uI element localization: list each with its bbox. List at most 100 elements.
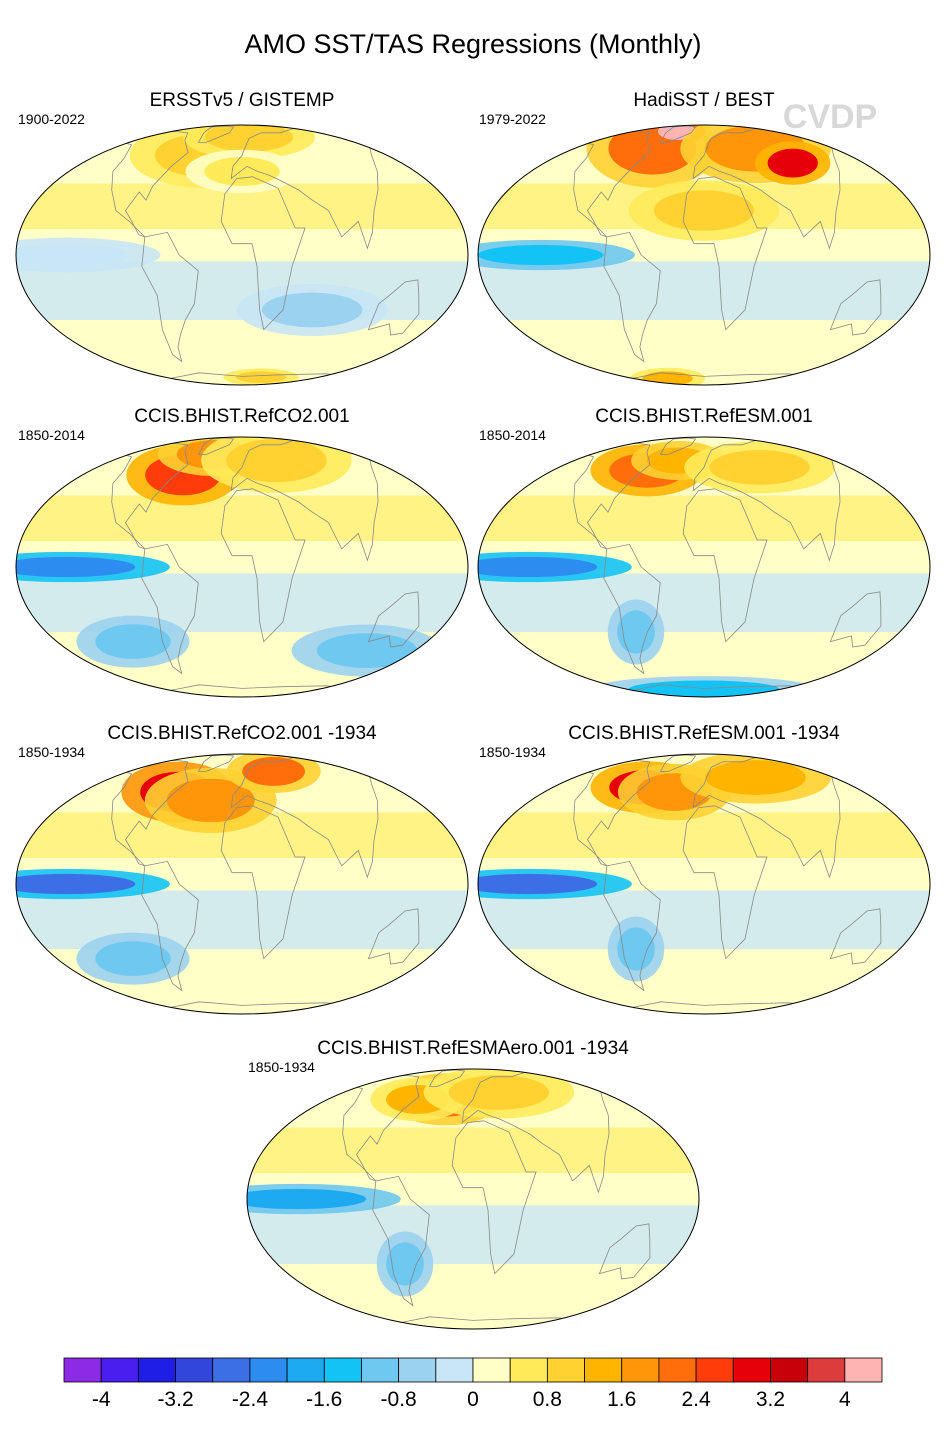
map-border xyxy=(246,1068,700,1330)
anomaly-blob xyxy=(247,1188,367,1210)
colorbar-tick-label: 0.8 xyxy=(533,1388,562,1411)
field-band-south xyxy=(478,573,930,632)
field-band-north xyxy=(16,495,468,541)
cvdp-watermark: CVDP xyxy=(783,98,877,136)
panel-title: CCIS.BHIST.RefCO2.001 xyxy=(134,406,349,427)
field-band-north xyxy=(478,812,930,858)
colorbar-swatch xyxy=(732,1357,771,1383)
anomaly-blob xyxy=(16,243,129,267)
panel-title: ERSSTv5 / GISTEMP xyxy=(150,90,335,111)
coastline-antarctica xyxy=(127,372,357,385)
coastline-eurasia xyxy=(692,127,841,250)
coastline-australia xyxy=(829,279,882,336)
anomaly-blob xyxy=(478,556,598,578)
colorbar-swatch xyxy=(658,1357,697,1383)
anomaly-blob xyxy=(617,927,655,971)
anomaly-blob xyxy=(226,438,327,483)
coastline-eurasia xyxy=(692,439,841,562)
colorbar-tick-label: 1.6 xyxy=(607,1388,636,1411)
coastline-australia xyxy=(829,908,882,965)
coastline-southAmerica xyxy=(141,543,199,675)
field-band-south xyxy=(478,890,930,949)
colorbar-swatch xyxy=(584,1357,623,1383)
coastline-africa xyxy=(451,1120,537,1275)
anomaly-blob xyxy=(709,450,810,485)
coastline-greenland xyxy=(197,437,235,455)
colorbar-swatch xyxy=(323,1357,362,1383)
anomaly-blob xyxy=(617,610,655,654)
colorbar-swatch xyxy=(212,1357,251,1383)
colorbar-swatch xyxy=(546,1357,585,1383)
colorbar-swatch xyxy=(807,1357,846,1383)
map-panel: HadiSST / BEST 1979-2022 xyxy=(477,90,931,386)
colorbar-tick-label: -4 xyxy=(92,1388,111,1411)
coastline-greenland xyxy=(197,125,235,143)
panel-period: 1900-2022 xyxy=(18,111,85,127)
coastline-eurasia xyxy=(692,756,841,879)
panel-title: CCIS.BHIST.RefCO2.001 -1934 xyxy=(107,723,377,744)
coastline-northAmerica xyxy=(573,130,651,238)
coastline-africa xyxy=(220,488,306,643)
coastline-southAmerica xyxy=(603,231,661,363)
anomaly-blob xyxy=(478,873,598,895)
anomaly-blob xyxy=(653,190,755,231)
panel-period: 1850-2014 xyxy=(18,427,85,443)
panel-title: CCIS.BHIST.RefESM.001 -1934 xyxy=(568,723,840,744)
map-border xyxy=(477,124,931,386)
colorbar-swatch xyxy=(175,1357,214,1383)
anomaly-blob xyxy=(204,156,280,186)
anomaly-blob xyxy=(236,371,287,383)
anomaly-blob xyxy=(478,244,604,266)
colorbar-swatch xyxy=(249,1357,288,1383)
colorbar-tick-label: -0.8 xyxy=(381,1388,417,1411)
field-band-south xyxy=(478,261,930,320)
colorbar-swatch xyxy=(286,1357,325,1383)
colorbar-swatch xyxy=(398,1357,437,1383)
anomaly-blob xyxy=(205,125,294,152)
panel-period: 1979-2022 xyxy=(479,111,546,127)
map-border xyxy=(15,753,469,1015)
map-panel: CCIS.BHIST.RefESM.001 -1934 1850-1934 xyxy=(477,723,931,1015)
map-panel: ERSSTv5 / GISTEMP 1900-2022 xyxy=(15,90,469,386)
coastline-antarctica xyxy=(358,1316,588,1329)
anomaly-blob xyxy=(386,1242,424,1286)
coastline-eurasia xyxy=(230,756,379,879)
coastline-australia xyxy=(598,1223,651,1280)
colorbar-swatch xyxy=(770,1357,809,1383)
colorbar-swatch xyxy=(137,1357,176,1383)
anomaly-blob xyxy=(316,633,418,668)
field-band-south xyxy=(16,573,468,632)
colorbar-swatch xyxy=(695,1357,734,1383)
coastline-africa xyxy=(682,176,768,331)
anomaly-blob xyxy=(705,760,806,795)
map-border xyxy=(15,436,469,698)
coastline-africa xyxy=(220,176,306,331)
coastline-northAmerica xyxy=(111,759,189,867)
coastline-northAmerica xyxy=(573,759,651,867)
coastline-southAmerica xyxy=(603,543,661,675)
map-border xyxy=(477,753,931,1015)
anomaly-blob xyxy=(16,873,136,895)
anomaly-blob xyxy=(448,1075,550,1110)
coastline-northAmerica xyxy=(342,1074,420,1182)
anomaly-blob xyxy=(767,148,818,178)
coastline-eurasia xyxy=(230,127,379,250)
coastline-eurasia xyxy=(461,1071,610,1194)
map-border xyxy=(477,436,931,698)
coastline-northAmerica xyxy=(111,130,189,238)
field-band-south xyxy=(16,890,468,949)
colorbar-swatch xyxy=(435,1357,474,1383)
coastline-southAmerica xyxy=(372,1175,430,1307)
panel-title: HadiSST / BEST xyxy=(633,90,775,111)
coastline-southAmerica xyxy=(603,860,661,992)
colorbar-swatch xyxy=(63,1357,102,1383)
anomaly-blob xyxy=(261,292,363,328)
colorbar-swatch xyxy=(844,1357,883,1383)
map-panel: CCIS.BHIST.RefESM.001 1850-2014 xyxy=(477,406,931,698)
colorbar-swatch xyxy=(100,1357,139,1383)
field-band-north xyxy=(247,1127,699,1173)
field-band-south xyxy=(247,1205,699,1264)
coastline-antarctica xyxy=(589,1001,819,1014)
panel-title: CCIS.BHIST.RefESM.001 xyxy=(595,406,813,427)
coastline-australia xyxy=(367,908,420,965)
